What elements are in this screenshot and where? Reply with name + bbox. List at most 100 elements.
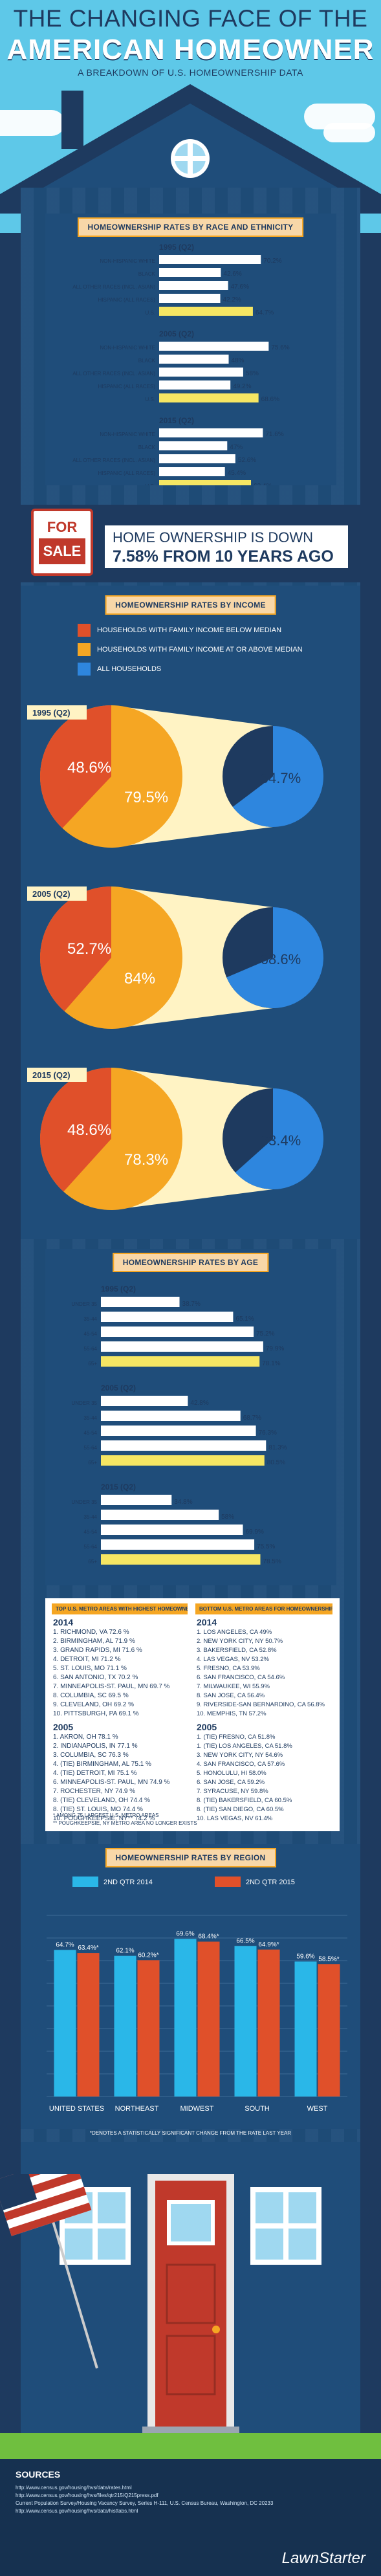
category-label: WEST	[307, 2105, 328, 2113]
list-item: 5. HONOLULU, HI 58.0%	[197, 1770, 267, 1777]
bar	[159, 255, 261, 264]
legend-swatch	[215, 1877, 241, 1887]
bar	[159, 355, 229, 364]
list-item: 7. SYRACUSE, NY 59.8%	[197, 1788, 268, 1795]
metro-year: 2014	[197, 1617, 217, 1627]
source-link[interactable]: http://www.census.gov/housing/hvs/data/h…	[16, 2508, 138, 2514]
list-item: 2. NEW YORK CITY, NY 50.7%	[197, 1638, 283, 1645]
bar	[101, 1539, 255, 1550]
list-item: 7. MILWAUKEE, WI 55.9%	[197, 1683, 270, 1690]
house-front-art	[0, 2174, 321, 2436]
race-section-title: HOMEOWNERSHIP RATES BY RACE AND ETHNICIT…	[77, 217, 304, 237]
cloud-left	[0, 110, 65, 136]
data-label: 62.1%	[116, 1948, 134, 1955]
bar	[159, 480, 252, 485]
list-item: 4. (TIE) DETROIT, MI 75.1 %	[53, 1770, 137, 1777]
legend-label: 2ND QTR 2014	[103, 1878, 153, 1886]
category-label: ALL OTHER RACES (INCL. ASIAN)	[72, 284, 155, 290]
metro-note-2: ** POUGHKEEPSIE, NY METRO AREA NO LONGER…	[53, 1820, 197, 1826]
bar	[159, 368, 243, 377]
list-item: 3. NEW YORK CITY, NY 54.6%	[197, 1752, 283, 1759]
metro-lowest-head: BOTTOM U.S. METRO AREAS FOR HOMEOWNERSHI…	[195, 1603, 332, 1614]
category-label: UNDER 35	[71, 1499, 97, 1505]
category-label: HISPANIC (ALL RACES)	[98, 384, 156, 390]
list-item: 2. INDIANAPOLIS, IN 77.1 %	[53, 1743, 138, 1750]
bar	[174, 1939, 197, 2097]
category-label: 45-54	[84, 1430, 98, 1436]
category-label: 35-44	[84, 1415, 98, 1421]
list-item: 8. (TIE) BAKERSFIELD, CA 60.5%	[197, 1797, 292, 1804]
list-item: 7. ROCHESTER, NY 74.9 %	[53, 1788, 136, 1795]
sale-sign-for: FOR	[47, 519, 78, 535]
race-chart: 1995 (Q2) NON-HISPANIC WHITE 70.2% BLACK 42.…	[72, 243, 290, 485]
sale-sign-sale: SALE	[39, 538, 85, 564]
series-year-label: 2015 (Q2)	[159, 416, 194, 425]
data-label: 75.6%	[271, 344, 289, 351]
bar	[234, 1946, 257, 2097]
category-label: NORTHEAST	[115, 2105, 159, 2113]
category-label: 45-54	[84, 1529, 98, 1535]
metro-highest-head: TOP U.S. METRO AREAS WITH HIGHEST HOMEOW…	[52, 1603, 188, 1614]
data-label: 80.5%	[267, 1459, 285, 1466]
data-label: 64.9%*	[258, 1941, 279, 1948]
category-label: U.S.	[145, 483, 155, 485]
list-item: 7. MINNEAPOLIS-ST. PAUL, MN 69.7 %	[53, 1683, 170, 1690]
bar	[54, 1950, 76, 2097]
bar	[101, 1297, 180, 1307]
data-label: 84%	[124, 970, 155, 987]
metro-lowest-list: 2014 1. LOS ANGELES, CA 49% 2. NEW YORK …	[197, 1618, 336, 1823]
data-label: 63.4%	[261, 1132, 301, 1149]
data-label: 69.9%	[245, 1528, 263, 1536]
category-label: 55-64	[84, 1445, 98, 1451]
bar	[159, 393, 259, 402]
list-item: 4. LAS VEGAS, NV 53.2%	[197, 1656, 269, 1663]
legend-swatch	[72, 1877, 98, 1887]
category-label: 65+	[88, 1460, 97, 1466]
list-item: 4. (TIE) BIRMINGHAM, AL 75.1 %	[53, 1761, 151, 1768]
region-footnote: *DENOTES A STATISTICALLY SIGNIFICANT CHA…	[89, 2130, 292, 2136]
data-label: 58%	[221, 1514, 234, 1521]
data-label: 65.1%	[235, 1316, 254, 1323]
grass	[0, 2433, 381, 2459]
list-item: 3. BAKERSFIELD, CA 52.8%	[197, 1647, 277, 1654]
legend-swatch	[78, 663, 91, 676]
data-label: 48.6%	[67, 759, 111, 776]
bar	[159, 268, 221, 277]
legend-label: ALL HOUSEHOLDS	[97, 665, 162, 673]
bar	[159, 281, 228, 290]
category-label: SOUTH	[245, 2105, 270, 2113]
data-label: 79.9%	[266, 1345, 284, 1352]
list-item: 8. (TIE) SAN DIEGO, CA 60.5%	[197, 1806, 284, 1813]
legend-below-median: HOUSEHOLDS WITH FAMILY INCOME BELOW MEDI…	[78, 624, 281, 637]
source-link[interactable]: http://www.census.gov/housing/hvs/files/…	[16, 2493, 158, 2498]
bar	[257, 1949, 280, 2097]
pie-slice-all-households	[226, 907, 323, 1008]
data-label: 78.1%	[262, 1360, 280, 1367]
source-text: Current Population Survey/Housing Vacanc…	[16, 2500, 274, 2506]
data-label: 70.2%	[263, 258, 281, 265]
category-label: 45-54	[84, 1331, 98, 1337]
category-label: 65+	[88, 1361, 97, 1367]
data-label: 47.6%	[231, 283, 249, 291]
category-label: UNITED STATES	[49, 2105, 104, 2113]
metro-highest-list: 2014 1. RICHMOND, VA 72.6 % 2. BIRMINGHA…	[53, 1618, 192, 1823]
list-item: 6. SAN FRANCISCO, CA 54.6%	[197, 1674, 285, 1681]
list-item: 10. PITTSBURGH, PA 69.1 %	[53, 1710, 139, 1717]
category-label: UNDER 35	[71, 1301, 97, 1307]
year-tag: 1995 (Q2)	[32, 708, 71, 718]
data-label: 60.2%*	[138, 1952, 158, 1959]
bar	[159, 454, 235, 463]
list-item: 1. (TIE) FRESNO, CA 51.8%	[197, 1734, 276, 1741]
down-stat-line2: 7.58% FROM 10 YEARS AGO	[113, 547, 334, 566]
bar	[101, 1510, 219, 1520]
category-label: MIDWEST	[180, 2105, 214, 2113]
category-label: 35-44	[84, 1514, 98, 1520]
source-link[interactable]: http://www.census.gov/housing/hvs/data/r…	[16, 2485, 132, 2491]
series-year-label: 2005 (Q2)	[101, 1383, 136, 1393]
bar	[159, 294, 221, 303]
list-item: 5. FRESNO, CA 53.9%	[197, 1665, 260, 1672]
metro-year: 2005	[197, 1722, 217, 1732]
category-label: HISPANIC (ALL RACES)	[98, 470, 156, 476]
bar	[159, 380, 231, 390]
pie-slice-below-median	[40, 705, 111, 828]
